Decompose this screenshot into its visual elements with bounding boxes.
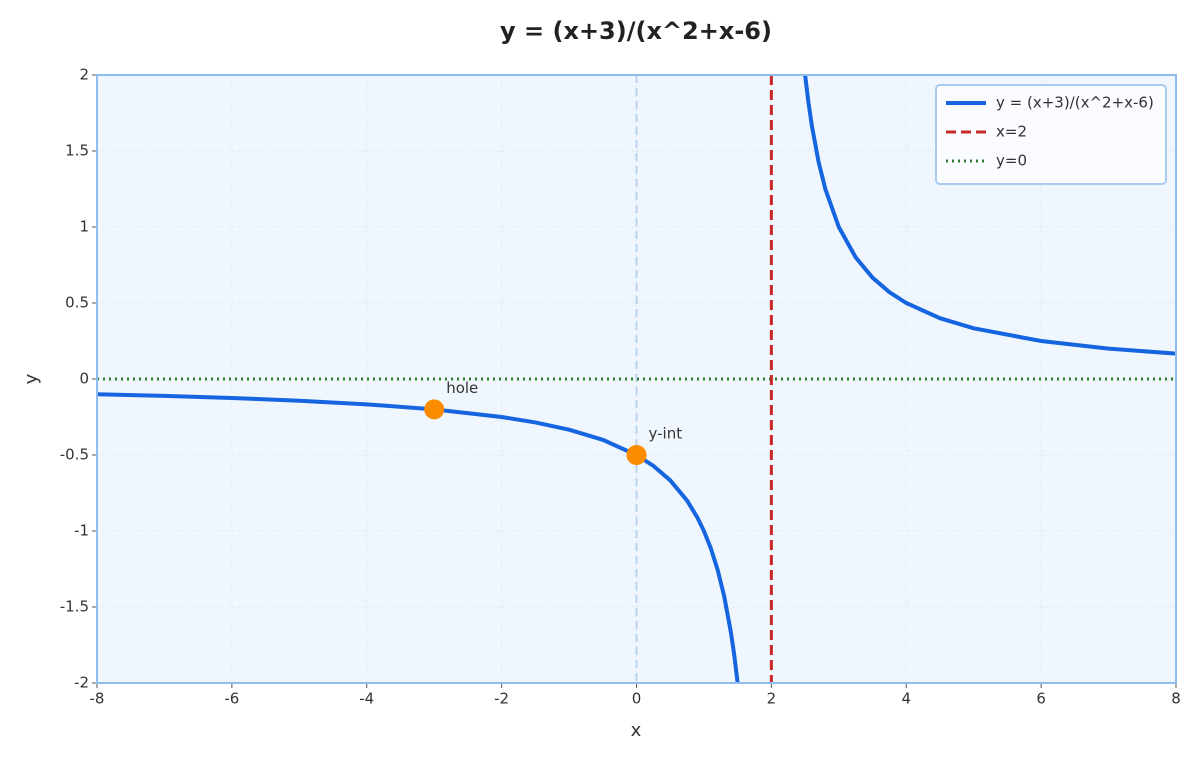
x-tick-label: 8 xyxy=(1171,690,1181,708)
x-tick-label: 2 xyxy=(767,690,777,708)
y-axis-label: y xyxy=(21,373,42,384)
chart-title: y = (x+3)/(x^2+x-6) xyxy=(500,17,772,45)
x-tick-label: 4 xyxy=(901,690,911,708)
x-tick-label: 0 xyxy=(632,690,642,708)
key-point xyxy=(424,399,445,420)
x-tick-label: -2 xyxy=(494,690,509,708)
plot-frame xyxy=(96,74,1177,684)
y-tick-label: 0.5 xyxy=(65,294,89,312)
x-tick-label: -8 xyxy=(90,690,105,708)
legend-label: y = (x+3)/(x^2+x-6) xyxy=(996,94,1154,112)
x-tick-label: -4 xyxy=(359,690,374,708)
legend-label: x=2 xyxy=(996,123,1027,141)
y-tick-label: 0 xyxy=(79,370,89,388)
legend-label: y=0 xyxy=(996,152,1027,170)
x-axis-label: x xyxy=(631,720,642,741)
y-tick-label: -2 xyxy=(74,674,89,692)
y-tick-label: 2 xyxy=(79,66,89,84)
curve xyxy=(96,74,1177,684)
legend: y = (x+3)/(x^2+x-6) x=2 y=0 xyxy=(935,84,1167,185)
point-label: hole xyxy=(446,379,478,397)
legend-box xyxy=(935,84,1167,185)
y-tick-label: -0.5 xyxy=(60,446,89,464)
y-tick-label: 1 xyxy=(79,218,89,236)
y-tick-label: 1.5 xyxy=(65,142,89,160)
y-tick-label: -1 xyxy=(74,522,89,540)
marks: hole y-int xyxy=(96,74,1177,684)
x-tick-label: 6 xyxy=(1036,690,1046,708)
x-tick-label: -6 xyxy=(224,690,239,708)
point-label: y-int xyxy=(649,425,683,443)
key-point xyxy=(626,445,647,465)
y-tick-label: -1.5 xyxy=(60,598,89,616)
